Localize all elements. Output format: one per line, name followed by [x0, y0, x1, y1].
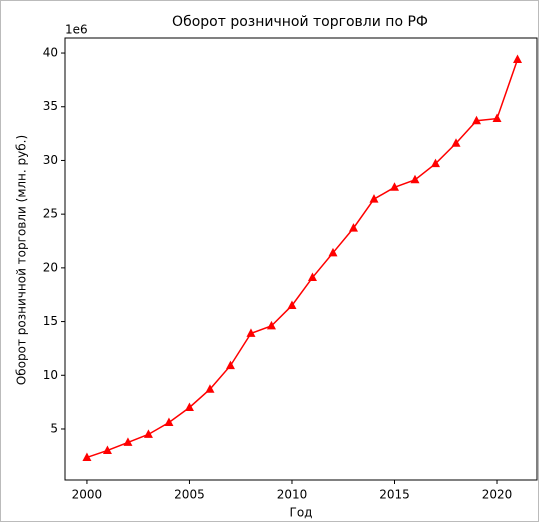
marker: [307, 272, 317, 282]
marker: [513, 54, 523, 63]
marker: [348, 223, 358, 232]
x-tick-label: 2015: [379, 488, 410, 502]
x-tick-label: 2020: [482, 488, 513, 502]
marker: [205, 384, 215, 393]
y-tick-label: 5: [50, 421, 58, 435]
y-tick-label: 40: [43, 46, 58, 60]
marker: [492, 113, 502, 123]
x-tick-label: 2005: [174, 488, 205, 502]
y-tick-label: 35: [43, 99, 58, 113]
marker: [143, 429, 153, 438]
y-offset-label: 1e6: [65, 23, 88, 37]
marker: [410, 174, 420, 184]
chart-title: Оборот розничной торговли по РФ: [172, 14, 428, 30]
marker: [369, 194, 379, 203]
marker: [389, 182, 399, 191]
marker: [225, 360, 235, 370]
marker: [431, 158, 441, 168]
y-tick-label: 15: [43, 314, 58, 328]
marker: [328, 247, 338, 257]
plot-area: [64, 37, 538, 481]
y-axis-label: Оборот розничной торговли (млн. руб.): [15, 135, 29, 385]
marker: [246, 328, 256, 337]
y-tick-label: 30: [43, 153, 58, 167]
marker: [164, 417, 174, 427]
x-axis-label: Год: [290, 506, 313, 520]
marker: [451, 138, 461, 147]
y-tick-label: 25: [43, 207, 58, 221]
marker: [184, 402, 194, 411]
marker: [287, 300, 297, 309]
marker: [472, 115, 482, 125]
marker: [266, 320, 276, 330]
marker: [102, 445, 112, 454]
line: [86, 59, 519, 459]
marker: [123, 437, 133, 446]
marker: [82, 452, 92, 461]
x-tick-label: 2010: [277, 488, 308, 502]
x-tick-label: 2000: [72, 488, 103, 502]
y-tick-label: 10: [43, 368, 58, 382]
y-tick-label: 20: [43, 260, 58, 274]
